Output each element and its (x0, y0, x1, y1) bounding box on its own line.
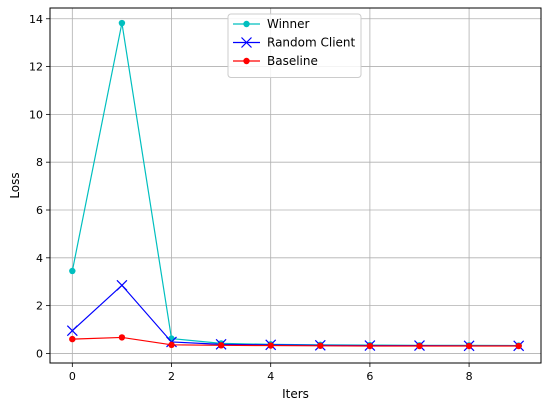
legend-label: Baseline (267, 54, 318, 68)
y-tick-label: 14 (29, 13, 43, 26)
series-line-baseline (72, 336, 519, 347)
data-point-baseline (416, 342, 423, 350)
data-point-baseline (267, 342, 274, 349)
y-tick-label: 12 (29, 61, 43, 74)
y-tick-label: 0 (36, 347, 43, 360)
series-baseline (69, 334, 522, 350)
data-point-baseline (168, 341, 175, 349)
y-tick-label: 2 (36, 300, 43, 313)
x-tick-label: 6 (366, 370, 373, 383)
y-tick-label: 10 (29, 108, 43, 121)
legend-entry-baseline: Baseline (233, 54, 318, 68)
x-tick-label: 0 (69, 370, 76, 383)
data-point-baseline (465, 342, 473, 350)
y-tick-label: 8 (36, 156, 43, 169)
x-tick-label: 4 (267, 370, 274, 383)
series-group (66, 19, 525, 352)
series-random-client (66, 279, 525, 352)
x-tick-label: 2 (168, 370, 175, 383)
y-tick-label: 6 (36, 204, 43, 217)
y-axis-label: Loss (8, 172, 22, 198)
data-point-baseline (317, 342, 324, 349)
series-line-random-client (71, 284, 519, 347)
data-point-baseline (217, 342, 225, 349)
legend-box (227, 13, 362, 78)
data-point-baseline (69, 335, 76, 343)
data-point-random-client (116, 279, 128, 291)
x-tick-label: 8 (466, 370, 473, 383)
legend: Winner Random Client Baseline (227, 13, 362, 78)
axes: 0 2 4 6 8 0 2 4 6 8 10 12 14 (29, 13, 473, 383)
legend-marker (243, 57, 250, 65)
plot-area (49, 7, 542, 364)
y-tick-label: 4 (36, 252, 43, 265)
x-axis-label: Iters (282, 387, 309, 401)
legend-marker (243, 20, 250, 28)
data-point-baseline (366, 342, 374, 350)
data-point-winner (118, 19, 126, 27)
legend-marker (241, 37, 252, 48)
data-point-winner (69, 267, 76, 275)
legend-entry-random-client: Random Client (233, 36, 356, 50)
legend-label: Winner (267, 17, 310, 31)
legend-label: Random Client (267, 36, 356, 50)
data-point-random-client (66, 325, 78, 337)
data-point-baseline (118, 334, 126, 341)
legend-entries: Winner Random Client Baseline (233, 17, 356, 68)
data-point-baseline (515, 342, 522, 350)
legend-entry-winner: Winner (233, 17, 310, 31)
